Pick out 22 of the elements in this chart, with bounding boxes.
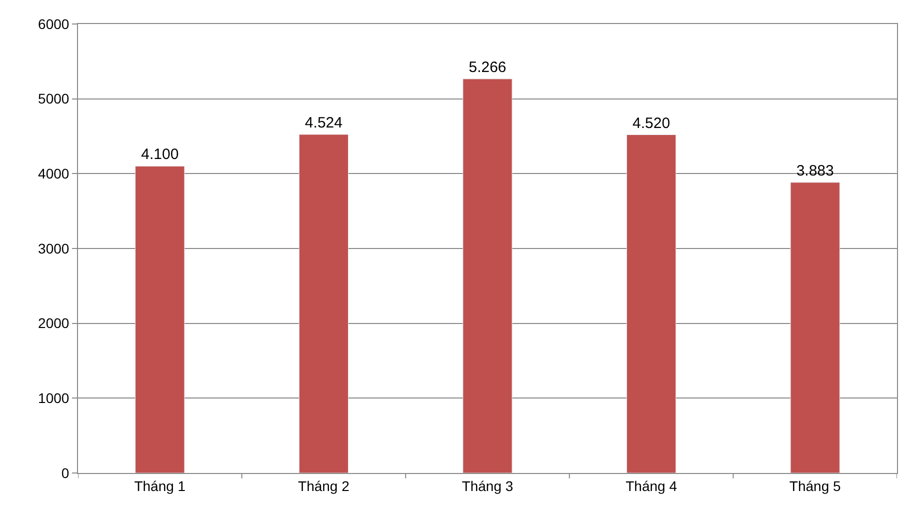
bar <box>135 166 185 473</box>
x-tick-label: Tháng 1 <box>134 478 186 494</box>
y-tick-label: 0 <box>61 464 70 481</box>
x-tick-label: Tháng 2 <box>298 478 350 494</box>
x-tick-label: Tháng 3 <box>462 478 514 494</box>
bar <box>462 78 512 473</box>
bar <box>626 134 676 473</box>
data-label: 4.100 <box>141 146 179 164</box>
y-tick-label: 1000 <box>38 390 70 406</box>
y-tick-label: 6000 <box>38 16 70 32</box>
bar <box>790 182 840 473</box>
data-label: 4.524 <box>304 114 342 132</box>
x-tick-label: Tháng 5 <box>789 478 841 494</box>
y-tick-label: 3000 <box>38 240 70 256</box>
y-tick-label: 2000 <box>38 315 70 332</box>
x-tick-label: Tháng 4 <box>626 478 678 494</box>
y-tick-label: 4000 <box>38 166 70 182</box>
y-tick-label: 5000 <box>38 90 70 107</box>
bar <box>298 134 349 473</box>
data-label: 3.883 <box>796 162 834 180</box>
data-label: 5.266 <box>468 58 506 76</box>
data-label: 4.520 <box>632 114 670 132</box>
